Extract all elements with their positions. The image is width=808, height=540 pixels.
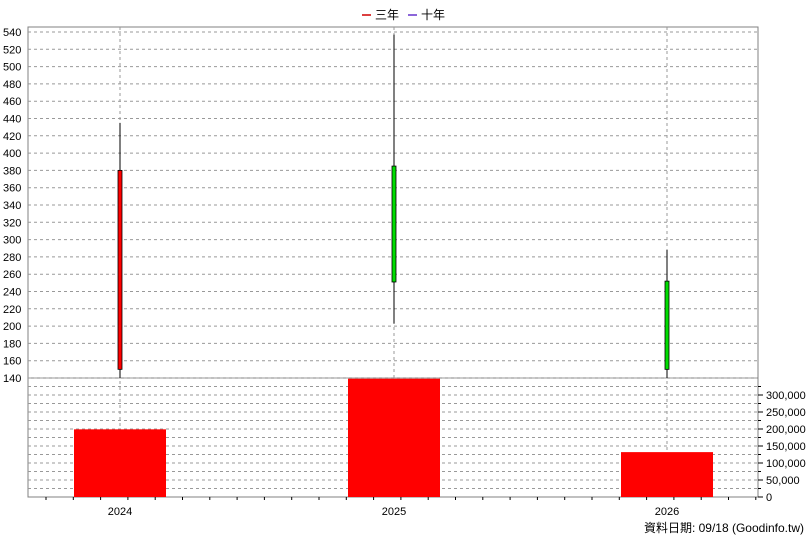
volume-tick-label: 150,000 — [766, 441, 806, 453]
legend: 三年 十年 — [362, 8, 445, 22]
volume-tick-label: 100,000 — [766, 458, 806, 470]
price-tick-label: 200 — [3, 321, 21, 333]
data-date-credit: 資料日期: 09/18 (Goodinfo.tw) — [644, 521, 804, 535]
price-tick-label: 540 — [3, 27, 21, 39]
price-tick-label: 440 — [3, 114, 21, 126]
price-tick-label: 240 — [3, 287, 21, 299]
legend-label-10yr: 十年 — [421, 8, 445, 22]
volume-bar — [74, 429, 166, 497]
volume-bar — [621, 452, 713, 497]
price-tick-label: 320 — [3, 217, 21, 229]
price-tick-label: 280 — [3, 252, 21, 264]
candle-body — [117, 169, 123, 370]
price-tick-label: 360 — [3, 183, 21, 195]
price-tick-label: 460 — [3, 96, 21, 108]
price-tick-label: 480 — [3, 79, 21, 91]
tick-labels: 140 160 180 200 220 240 260 280 300 320 340 360 380 4… — [3, 27, 806, 518]
x-category-label: 2024 — [108, 506, 132, 518]
price-tick-label: 220 — [3, 304, 21, 316]
price-tick-label: 400 — [3, 148, 21, 160]
x-category-label: 2026 — [655, 506, 679, 518]
candle-body — [664, 280, 670, 370]
x-category-label: 2025 — [382, 506, 406, 518]
price-tick-label: 160 — [3, 356, 21, 368]
price-tick-label: 260 — [3, 269, 21, 281]
volume-tick-label: 200,000 — [766, 424, 806, 436]
volume-tick-label: 300,000 — [766, 390, 806, 402]
volume-tick-label: 250,000 — [766, 407, 806, 419]
volume-tick-label: 0 — [766, 492, 772, 504]
legend-label-3yr: 三年 — [375, 8, 399, 22]
chart-marks — [74, 34, 713, 497]
price-tick-label: 140 — [3, 373, 21, 385]
candle-body — [391, 165, 397, 283]
volume-bar — [348, 378, 440, 497]
price-tick-label: 180 — [3, 338, 21, 350]
price-tick-label: 520 — [3, 44, 21, 56]
price-tick-label: 380 — [3, 165, 21, 177]
price-tick-label: 500 — [3, 62, 21, 74]
volume-tick-label: 50,000 — [766, 475, 800, 487]
price-tick-label: 300 — [3, 235, 21, 247]
price-tick-label: 340 — [3, 200, 21, 212]
price-tick-label: 420 — [3, 131, 21, 143]
